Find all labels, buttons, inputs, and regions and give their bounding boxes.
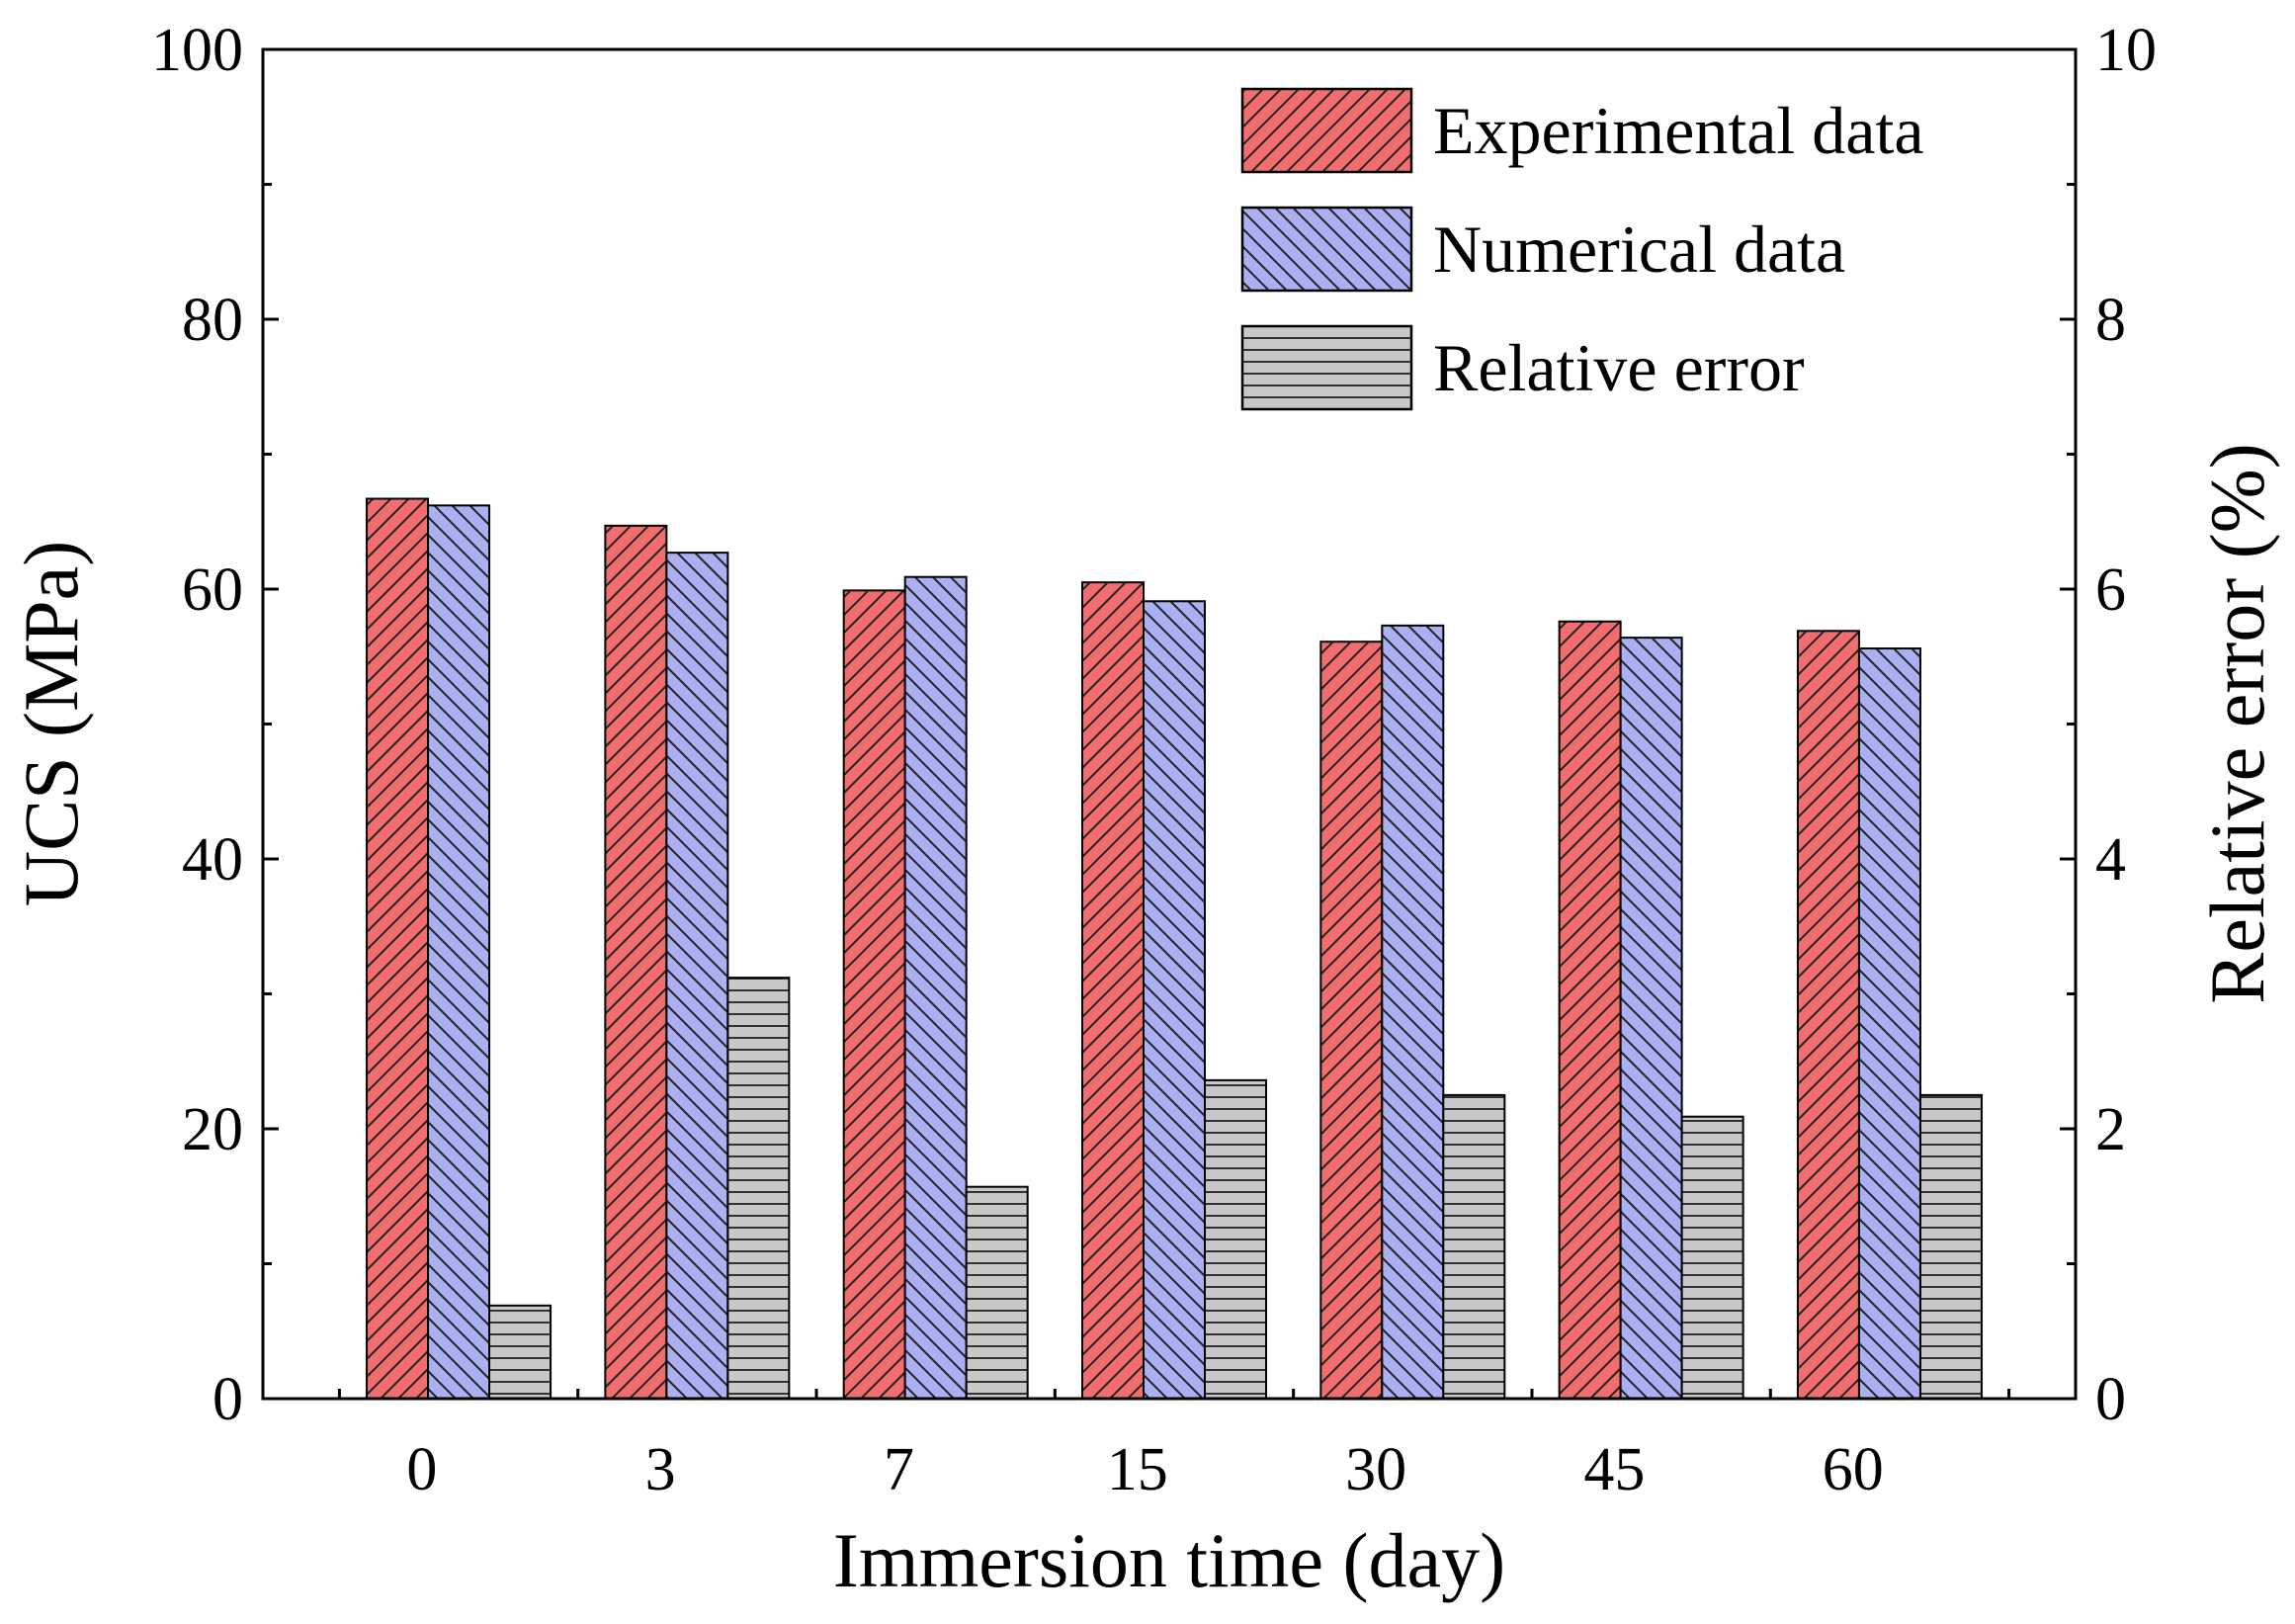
legend-swatch-experimental — [1240, 87, 1413, 174]
legend-label-relative-error: Relative error — [1433, 330, 1805, 405]
x-tick-label-0: 0 — [406, 1436, 437, 1503]
y2-tick-label: 6 — [2095, 556, 2126, 624]
x-tick-label-30: 30 — [1345, 1436, 1406, 1503]
bar-relative-error-3 — [726, 977, 791, 1400]
x-tick-label-7: 7 — [884, 1436, 914, 1503]
bar-relative-error-60 — [1918, 1093, 1983, 1400]
bar-experimental-3 — [604, 524, 668, 1400]
bar-numerical-7 — [903, 575, 968, 1400]
y-tick-label: 20 — [182, 1096, 243, 1163]
bar-relative-error-30 — [1442, 1093, 1506, 1400]
y-tick-label: 0 — [212, 1366, 243, 1433]
y-tick-label: 40 — [182, 826, 243, 894]
y2-axis-title: Relative error (%) — [2194, 443, 2280, 1003]
legend-swatch-relative-error — [1240, 324, 1413, 411]
bar-experimental-7 — [842, 589, 906, 1400]
x-tick-label-15: 15 — [1107, 1436, 1168, 1503]
bars-layer — [366, 497, 1983, 1401]
bar-experimental-60 — [1796, 630, 1860, 1400]
bar-numerical-30 — [1381, 624, 1445, 1400]
y-tick-label: 60 — [182, 556, 243, 624]
bar-experimental-0 — [366, 497, 430, 1401]
bar-relative-error-45 — [1680, 1115, 1744, 1400]
y2-tick-label: 0 — [2095, 1366, 2126, 1433]
bar-relative-error-0 — [488, 1304, 552, 1400]
bar-relative-error-7 — [965, 1185, 1029, 1400]
legend: Experimental data Numerical data Relative … — [1240, 87, 1924, 411]
legend-label-experimental: Experimental data — [1433, 93, 1924, 168]
x-tick-label-60: 60 — [1823, 1436, 1884, 1503]
y2-tick-label: 10 — [2095, 17, 2157, 84]
y2-tick-label: 4 — [2095, 826, 2126, 894]
bar-experimental-30 — [1319, 641, 1384, 1400]
bar-relative-error-15 — [1204, 1078, 1267, 1400]
legend-swatch-numerical — [1240, 206, 1413, 293]
y-tick-label: 80 — [182, 287, 243, 354]
bar-numerical-45 — [1619, 637, 1683, 1400]
bar-experimental-45 — [1558, 620, 1622, 1400]
bar-numerical-15 — [1143, 600, 1206, 1400]
y-tick-label: 100 — [151, 17, 243, 84]
bar-numerical-0 — [427, 504, 491, 1400]
legend-label-numerical: Numerical data — [1433, 212, 1845, 287]
bar-numerical-3 — [665, 552, 729, 1400]
y2-tick-label: 8 — [2095, 287, 2126, 354]
y2-tick-label: 2 — [2095, 1096, 2126, 1163]
x-tick-label-45: 45 — [1583, 1436, 1645, 1503]
x-axis-title: Immersion time (day) — [833, 1517, 1505, 1603]
y-axis-title: UCS (MPa) — [8, 541, 94, 907]
bar-experimental-15 — [1081, 581, 1145, 1400]
x-tick-label-3: 3 — [645, 1436, 676, 1503]
bar-numerical-60 — [1857, 647, 1921, 1400]
